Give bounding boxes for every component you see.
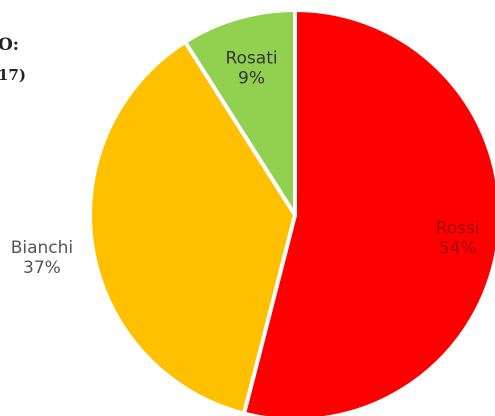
chart-title: O: <box>0 35 19 55</box>
chart-subtitle: 17) <box>0 66 26 84</box>
slice-label: Rosati <box>225 48 277 68</box>
pie-slice <box>242 8 495 416</box>
pie-slice <box>183 8 297 217</box>
slice-label: Bianchi <box>11 238 73 258</box>
slice-value-label: 9% <box>238 68 265 88</box>
slice-label: Rossi <box>436 219 480 239</box>
slice-value-label: 37% <box>23 258 61 278</box>
slice-value-label: 54% <box>439 239 477 259</box>
